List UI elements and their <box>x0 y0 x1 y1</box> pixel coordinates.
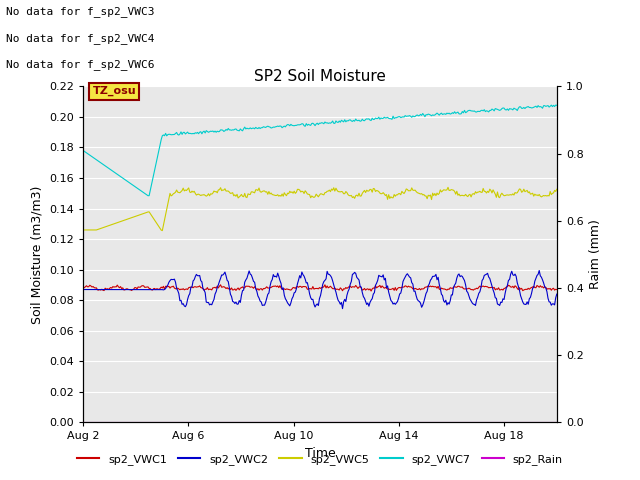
Y-axis label: Raim (mm): Raim (mm) <box>589 219 602 289</box>
Legend: sp2_VWC1, sp2_VWC2, sp2_VWC5, sp2_VWC7, sp2_Rain: sp2_VWC1, sp2_VWC2, sp2_VWC5, sp2_VWC7, … <box>72 450 568 469</box>
Text: No data for f_sp2_VWC4: No data for f_sp2_VWC4 <box>6 33 155 44</box>
Text: No data for f_sp2_VWC3: No data for f_sp2_VWC3 <box>6 6 155 17</box>
Title: SP2 Soil Moisture: SP2 Soil Moisture <box>254 69 386 84</box>
Y-axis label: Soil Moisture (m3/m3): Soil Moisture (m3/m3) <box>31 185 44 324</box>
Text: No data for f_sp2_VWC6: No data for f_sp2_VWC6 <box>6 59 155 70</box>
X-axis label: Time: Time <box>305 447 335 460</box>
Text: TZ_osu: TZ_osu <box>92 86 136 96</box>
